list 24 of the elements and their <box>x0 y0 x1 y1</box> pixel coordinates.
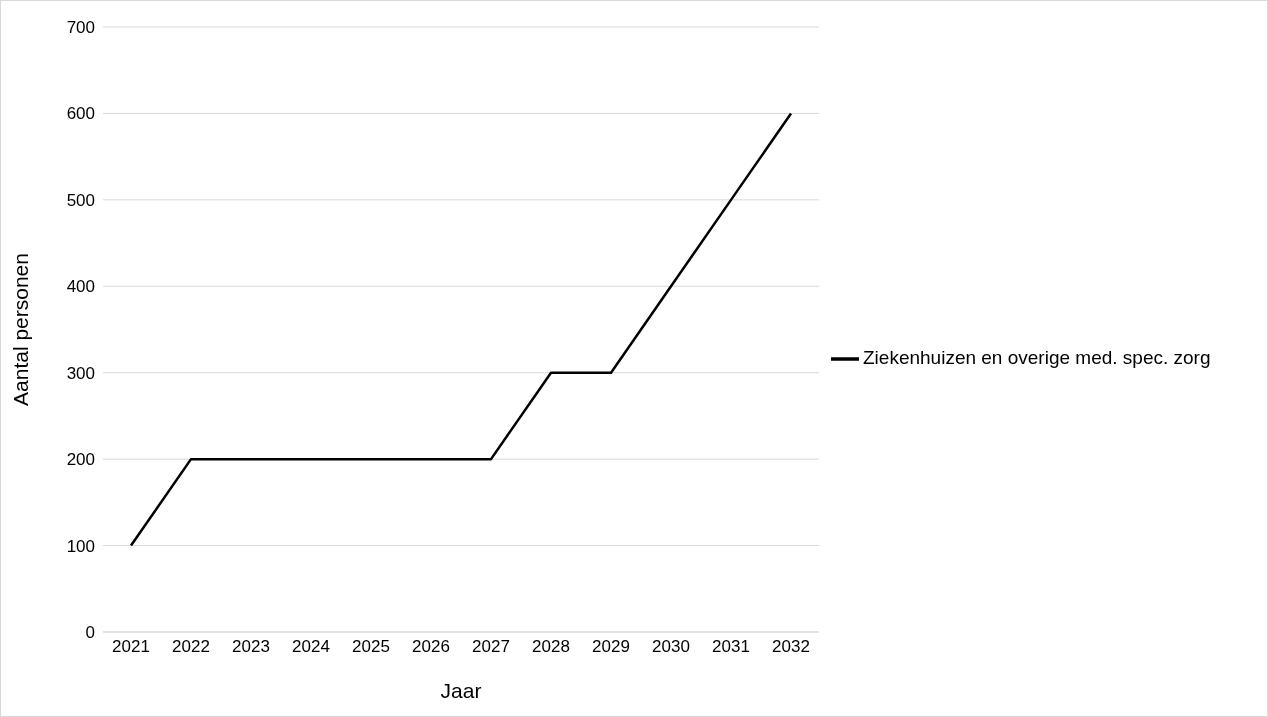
line-series <box>129 112 793 547</box>
x-tick-label: 2027 <box>472 637 510 657</box>
y-tick-label: 300 <box>66 363 95 383</box>
y-axis-title: Aantal personen <box>9 253 33 406</box>
x-tick-label: 2030 <box>652 637 690 657</box>
y-tick-label: 200 <box>66 450 95 470</box>
x-tick-label: 2032 <box>772 637 810 657</box>
y-tick-label: 700 <box>66 18 95 38</box>
legend-label: Ziekenhuizen en overige med. spec. zorg <box>863 346 1211 368</box>
y-tick-label: 0 <box>85 623 95 643</box>
y-tick-label: 500 <box>66 190 95 210</box>
x-tick-label: 2023 <box>232 637 270 657</box>
y-tick-label: 400 <box>66 277 95 297</box>
x-tick-label: 2026 <box>412 637 450 657</box>
x-tick-label: 2029 <box>592 637 630 657</box>
x-tick-label: 2031 <box>712 637 750 657</box>
x-tick-label: 2021 <box>112 637 150 657</box>
x-tick-label: 2025 <box>352 637 390 657</box>
x-tick-label: 2024 <box>292 637 330 657</box>
y-tick-label: 600 <box>66 104 95 124</box>
x-tick-label: 2028 <box>532 637 570 657</box>
x-tick-label: 2022 <box>172 637 210 657</box>
x-axis-title: Jaar <box>440 679 482 702</box>
y-tick-label: 100 <box>66 536 95 556</box>
